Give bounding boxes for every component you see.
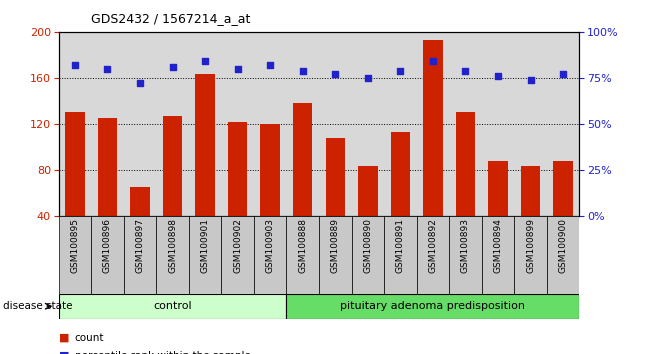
Text: GSM100903: GSM100903	[266, 218, 275, 273]
Text: GDS2432 / 1567214_a_at: GDS2432 / 1567214_a_at	[91, 12, 251, 25]
Point	[525, 77, 536, 82]
Text: GSM100894: GSM100894	[493, 218, 503, 273]
Bar	[553, 161, 573, 262]
Text: GSM100892: GSM100892	[428, 218, 437, 273]
Point	[200, 58, 210, 64]
Point	[135, 81, 145, 86]
Text: GSM100900: GSM100900	[559, 218, 568, 273]
Bar	[417, 216, 449, 294]
Point	[395, 68, 406, 73]
Point	[558, 72, 568, 77]
Bar	[521, 166, 540, 262]
Bar	[124, 216, 156, 294]
Bar	[326, 138, 345, 262]
Text: GSM100901: GSM100901	[201, 218, 210, 273]
Point	[363, 75, 373, 81]
Bar	[384, 216, 417, 294]
Text: GSM100902: GSM100902	[233, 218, 242, 273]
Bar	[358, 166, 378, 262]
Bar	[221, 216, 254, 294]
Bar	[59, 216, 91, 294]
Bar	[228, 122, 247, 262]
Bar	[91, 216, 124, 294]
Text: GSM100888: GSM100888	[298, 218, 307, 273]
Bar	[352, 216, 384, 294]
Point	[102, 66, 113, 72]
Text: GSM100889: GSM100889	[331, 218, 340, 273]
Bar	[286, 216, 319, 294]
Bar	[547, 216, 579, 294]
Text: GSM100890: GSM100890	[363, 218, 372, 273]
Point	[330, 72, 340, 77]
Point	[493, 73, 503, 79]
Point	[70, 62, 80, 68]
Bar	[449, 216, 482, 294]
Point	[460, 68, 471, 73]
Text: GSM100897: GSM100897	[135, 218, 145, 273]
Bar	[254, 216, 286, 294]
Text: ■: ■	[59, 351, 69, 354]
Bar	[260, 124, 280, 262]
Bar	[130, 187, 150, 262]
Bar	[391, 132, 410, 262]
Point	[167, 64, 178, 70]
Bar	[59, 294, 286, 319]
Text: count: count	[75, 333, 104, 343]
Bar	[514, 216, 547, 294]
Bar	[293, 103, 312, 262]
Point	[298, 68, 308, 73]
Text: disease state: disease state	[3, 301, 73, 311]
Text: GSM100899: GSM100899	[526, 218, 535, 273]
Bar	[286, 294, 579, 319]
Bar	[195, 74, 215, 262]
Bar	[163, 116, 182, 262]
Bar	[65, 113, 85, 262]
Point	[232, 66, 243, 72]
Bar	[482, 216, 514, 294]
Text: GSM100896: GSM100896	[103, 218, 112, 273]
Bar	[189, 216, 221, 294]
Text: GSM100893: GSM100893	[461, 218, 470, 273]
Text: GSM100898: GSM100898	[168, 218, 177, 273]
Bar	[156, 216, 189, 294]
Text: ■: ■	[59, 333, 69, 343]
Text: pituitary adenoma predisposition: pituitary adenoma predisposition	[340, 301, 525, 311]
Bar	[423, 40, 443, 262]
Text: GSM100891: GSM100891	[396, 218, 405, 273]
Bar	[488, 161, 508, 262]
Text: percentile rank within the sample: percentile rank within the sample	[75, 351, 251, 354]
Text: control: control	[153, 301, 192, 311]
Bar	[98, 118, 117, 262]
Point	[265, 62, 275, 68]
Text: GSM100895: GSM100895	[70, 218, 79, 273]
Bar	[319, 216, 352, 294]
Point	[428, 58, 438, 64]
Bar	[456, 113, 475, 262]
